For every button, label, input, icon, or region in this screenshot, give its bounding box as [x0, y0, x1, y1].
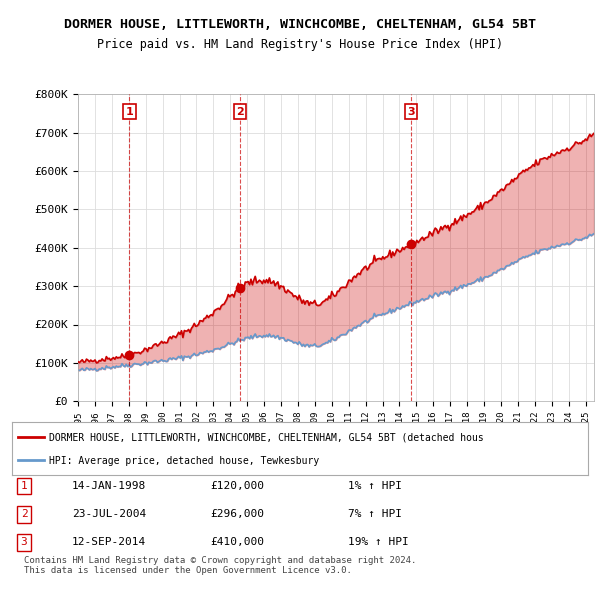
Text: DORMER HOUSE, LITTLEWORTH, WINCHCOMBE, CHELTENHAM, GL54 5BT (detached hous: DORMER HOUSE, LITTLEWORTH, WINCHCOMBE, C…: [49, 433, 484, 442]
Text: 1% ↑ HPI: 1% ↑ HPI: [348, 481, 402, 491]
Text: 23-JUL-2004: 23-JUL-2004: [72, 509, 146, 519]
Text: £410,000: £410,000: [210, 537, 264, 548]
Text: 1: 1: [20, 481, 28, 491]
Text: 3: 3: [407, 107, 415, 117]
Text: Contains HM Land Registry data © Crown copyright and database right 2024.
This d: Contains HM Land Registry data © Crown c…: [24, 556, 416, 575]
Text: £296,000: £296,000: [210, 509, 264, 519]
Text: 2: 2: [20, 509, 28, 519]
Text: 19% ↑ HPI: 19% ↑ HPI: [348, 537, 409, 548]
Text: £120,000: £120,000: [210, 481, 264, 491]
Text: 14-JAN-1998: 14-JAN-1998: [72, 481, 146, 491]
Text: 12-SEP-2014: 12-SEP-2014: [72, 537, 146, 548]
Text: HPI: Average price, detached house, Tewkesbury: HPI: Average price, detached house, Tewk…: [49, 456, 320, 466]
Text: 2: 2: [236, 107, 244, 117]
Text: 7% ↑ HPI: 7% ↑ HPI: [348, 509, 402, 519]
Text: DORMER HOUSE, LITTLEWORTH, WINCHCOMBE, CHELTENHAM, GL54 5BT: DORMER HOUSE, LITTLEWORTH, WINCHCOMBE, C…: [64, 18, 536, 31]
Text: Price paid vs. HM Land Registry's House Price Index (HPI): Price paid vs. HM Land Registry's House …: [97, 38, 503, 51]
Text: 1: 1: [125, 107, 133, 117]
Text: 3: 3: [20, 537, 28, 548]
